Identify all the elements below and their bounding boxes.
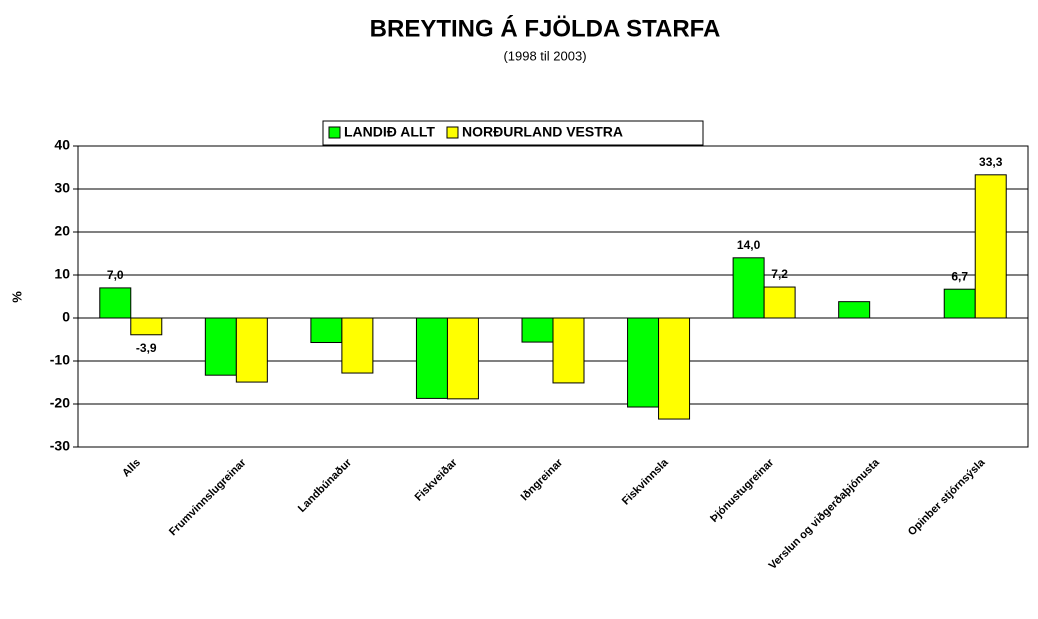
x-tick-label: Opinber stjórnsýsla bbox=[906, 456, 988, 538]
y-tick-label: 40 bbox=[54, 137, 70, 153]
legend-swatch bbox=[328, 126, 341, 139]
y-tick-label: 10 bbox=[54, 266, 70, 282]
bar bbox=[627, 317, 660, 408]
bar bbox=[130, 317, 163, 336]
x-tick-label: Frumvinnslugreinar bbox=[167, 456, 249, 538]
data-label: 7,0 bbox=[107, 268, 124, 282]
y-tick-label: -20 bbox=[50, 395, 70, 411]
data-label: 14,0 bbox=[737, 238, 761, 252]
x-tick-label: Þjónustugreinar bbox=[708, 456, 777, 525]
y-tick-label: -10 bbox=[50, 352, 70, 368]
bar bbox=[204, 317, 237, 376]
bar bbox=[521, 317, 554, 343]
bar bbox=[658, 317, 691, 420]
bar bbox=[341, 317, 374, 374]
y-tick-label: 20 bbox=[54, 223, 70, 239]
chart-title: BREYTING Á FJÖLDA STARFA bbox=[370, 14, 721, 42]
legend-box bbox=[322, 120, 704, 146]
legend-swatch bbox=[446, 126, 459, 139]
bar bbox=[763, 286, 796, 319]
bar bbox=[415, 317, 448, 399]
x-tick-label: Alls bbox=[120, 457, 143, 480]
bar bbox=[99, 287, 132, 319]
x-tick-label: Fiskveiðar bbox=[413, 456, 460, 503]
bar bbox=[838, 301, 871, 319]
bar bbox=[943, 288, 976, 319]
bar bbox=[235, 317, 268, 383]
y-axis-label: % bbox=[9, 291, 24, 303]
x-tick-label: Iðngreinar bbox=[519, 456, 566, 503]
bar bbox=[552, 317, 585, 384]
chart-subtitle: (1998 til 2003) bbox=[503, 48, 586, 63]
x-tick-label: Verslun og viðgerðaþjónusta bbox=[767, 456, 883, 572]
data-label: -3,9 bbox=[136, 341, 157, 355]
bar bbox=[310, 317, 343, 344]
plot-border bbox=[77, 145, 1029, 448]
data-label: 33,3 bbox=[979, 155, 1003, 169]
y-tick-label: -30 bbox=[50, 438, 70, 454]
data-label: 6,7 bbox=[951, 269, 968, 283]
bar bbox=[446, 317, 479, 400]
y-tick-label: 30 bbox=[54, 180, 70, 196]
bar bbox=[974, 174, 1007, 319]
y-tick-label: 0 bbox=[62, 309, 70, 325]
data-label: 7,2 bbox=[771, 267, 788, 281]
x-tick-label: Landbúnaður bbox=[296, 456, 355, 515]
legend-label: NORÐURLAND VESTRA bbox=[462, 124, 623, 140]
x-tick-label: Fiskvinnsla bbox=[620, 456, 671, 507]
bar bbox=[732, 257, 765, 319]
legend-label: LANDIÐ ALLT bbox=[344, 124, 435, 140]
